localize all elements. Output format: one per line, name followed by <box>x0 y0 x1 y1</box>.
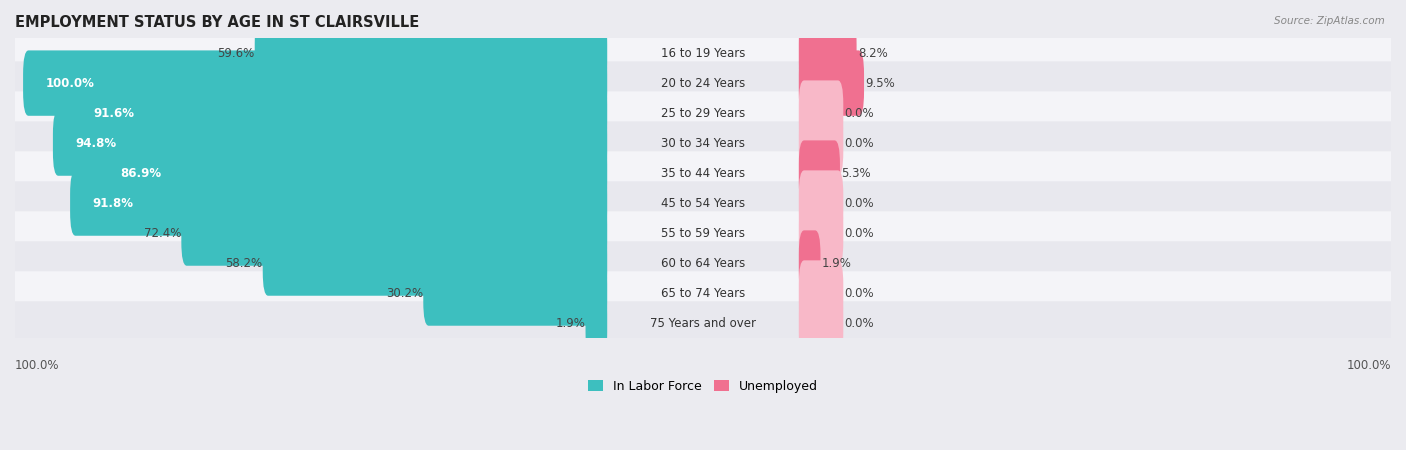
FancyBboxPatch shape <box>254 20 607 86</box>
FancyBboxPatch shape <box>799 171 844 236</box>
FancyBboxPatch shape <box>181 200 607 266</box>
FancyBboxPatch shape <box>70 171 607 236</box>
Text: 5.3%: 5.3% <box>841 166 870 180</box>
Text: 59.6%: 59.6% <box>218 47 254 59</box>
FancyBboxPatch shape <box>22 50 607 116</box>
FancyBboxPatch shape <box>799 110 844 176</box>
FancyBboxPatch shape <box>263 230 607 296</box>
Text: 94.8%: 94.8% <box>75 137 117 149</box>
Text: 16 to 19 Years: 16 to 19 Years <box>661 47 745 59</box>
Text: 20 to 24 Years: 20 to 24 Years <box>661 76 745 90</box>
FancyBboxPatch shape <box>98 140 607 206</box>
Text: 30.2%: 30.2% <box>387 287 423 300</box>
FancyBboxPatch shape <box>13 32 1393 75</box>
Text: 30 to 34 Years: 30 to 34 Years <box>661 137 745 149</box>
Text: 0.0%: 0.0% <box>845 287 875 300</box>
FancyBboxPatch shape <box>423 261 607 326</box>
Text: 58.2%: 58.2% <box>225 256 263 270</box>
Text: 35 to 44 Years: 35 to 44 Years <box>661 166 745 180</box>
Text: 60 to 64 Years: 60 to 64 Years <box>661 256 745 270</box>
FancyBboxPatch shape <box>799 20 856 86</box>
Text: 100.0%: 100.0% <box>1347 359 1391 372</box>
FancyBboxPatch shape <box>799 230 821 296</box>
FancyBboxPatch shape <box>13 271 1393 315</box>
Text: 9.5%: 9.5% <box>865 76 896 90</box>
Text: 86.9%: 86.9% <box>121 166 162 180</box>
FancyBboxPatch shape <box>799 140 839 206</box>
Text: 65 to 74 Years: 65 to 74 Years <box>661 287 745 300</box>
Text: 100.0%: 100.0% <box>15 359 59 372</box>
FancyBboxPatch shape <box>53 110 607 176</box>
FancyBboxPatch shape <box>13 181 1393 225</box>
FancyBboxPatch shape <box>799 261 844 326</box>
FancyBboxPatch shape <box>13 212 1393 255</box>
Text: 45 to 54 Years: 45 to 54 Years <box>661 197 745 210</box>
Text: EMPLOYMENT STATUS BY AGE IN ST CLAIRSVILLE: EMPLOYMENT STATUS BY AGE IN ST CLAIRSVIL… <box>15 15 419 30</box>
Text: 91.8%: 91.8% <box>93 197 134 210</box>
Text: 55 to 59 Years: 55 to 59 Years <box>661 226 745 239</box>
FancyBboxPatch shape <box>13 302 1393 345</box>
Text: 0.0%: 0.0% <box>845 226 875 239</box>
Text: 0.0%: 0.0% <box>845 316 875 329</box>
FancyBboxPatch shape <box>585 290 607 356</box>
Text: 0.0%: 0.0% <box>845 137 875 149</box>
Text: 1.9%: 1.9% <box>823 256 852 270</box>
Text: 1.9%: 1.9% <box>555 316 585 329</box>
FancyBboxPatch shape <box>13 122 1393 165</box>
Text: 75 Years and over: 75 Years and over <box>650 316 756 329</box>
Text: 100.0%: 100.0% <box>45 76 94 90</box>
FancyBboxPatch shape <box>13 241 1393 285</box>
FancyBboxPatch shape <box>13 61 1393 105</box>
FancyBboxPatch shape <box>799 81 844 146</box>
FancyBboxPatch shape <box>799 290 844 356</box>
FancyBboxPatch shape <box>13 91 1393 135</box>
FancyBboxPatch shape <box>799 200 844 266</box>
Text: 91.6%: 91.6% <box>94 107 135 120</box>
FancyBboxPatch shape <box>799 50 865 116</box>
Text: 72.4%: 72.4% <box>143 226 181 239</box>
Text: Source: ZipAtlas.com: Source: ZipAtlas.com <box>1274 16 1385 26</box>
Text: 0.0%: 0.0% <box>845 107 875 120</box>
Text: 25 to 29 Years: 25 to 29 Years <box>661 107 745 120</box>
Text: 0.0%: 0.0% <box>845 197 875 210</box>
FancyBboxPatch shape <box>13 151 1393 195</box>
Text: 8.2%: 8.2% <box>858 47 887 59</box>
FancyBboxPatch shape <box>72 81 607 146</box>
Legend: In Labor Force, Unemployed: In Labor Force, Unemployed <box>583 375 823 398</box>
